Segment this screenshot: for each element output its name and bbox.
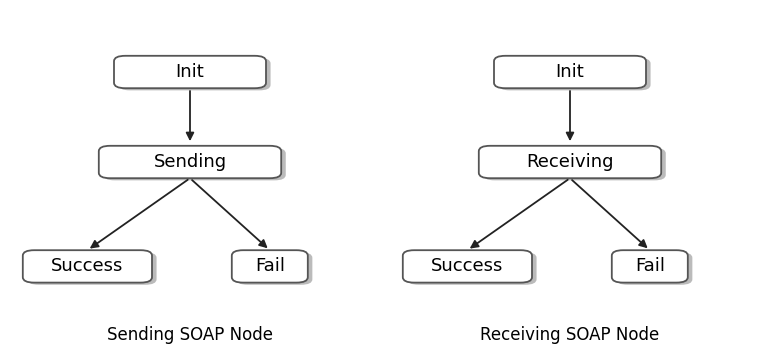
Text: Sending: Sending bbox=[154, 153, 226, 171]
FancyBboxPatch shape bbox=[119, 58, 271, 90]
FancyBboxPatch shape bbox=[99, 146, 281, 178]
FancyBboxPatch shape bbox=[479, 146, 661, 178]
FancyBboxPatch shape bbox=[114, 56, 266, 88]
Text: Sending SOAP Node: Sending SOAP Node bbox=[107, 326, 273, 344]
FancyBboxPatch shape bbox=[407, 252, 537, 285]
Text: Init: Init bbox=[556, 63, 584, 81]
FancyBboxPatch shape bbox=[616, 252, 692, 285]
Text: Success: Success bbox=[431, 257, 504, 275]
FancyBboxPatch shape bbox=[403, 250, 532, 283]
Text: Receiving: Receiving bbox=[526, 153, 614, 171]
FancyBboxPatch shape bbox=[499, 58, 651, 90]
FancyBboxPatch shape bbox=[612, 250, 688, 283]
Text: Init: Init bbox=[176, 63, 204, 81]
Text: Fail: Fail bbox=[635, 257, 665, 275]
FancyBboxPatch shape bbox=[483, 148, 666, 180]
FancyBboxPatch shape bbox=[27, 252, 157, 285]
Text: Receiving SOAP Node: Receiving SOAP Node bbox=[480, 326, 660, 344]
Text: Fail: Fail bbox=[255, 257, 285, 275]
Text: Success: Success bbox=[51, 257, 124, 275]
FancyBboxPatch shape bbox=[236, 252, 312, 285]
FancyBboxPatch shape bbox=[232, 250, 308, 283]
FancyBboxPatch shape bbox=[103, 148, 286, 180]
FancyBboxPatch shape bbox=[494, 56, 646, 88]
FancyBboxPatch shape bbox=[23, 250, 152, 283]
